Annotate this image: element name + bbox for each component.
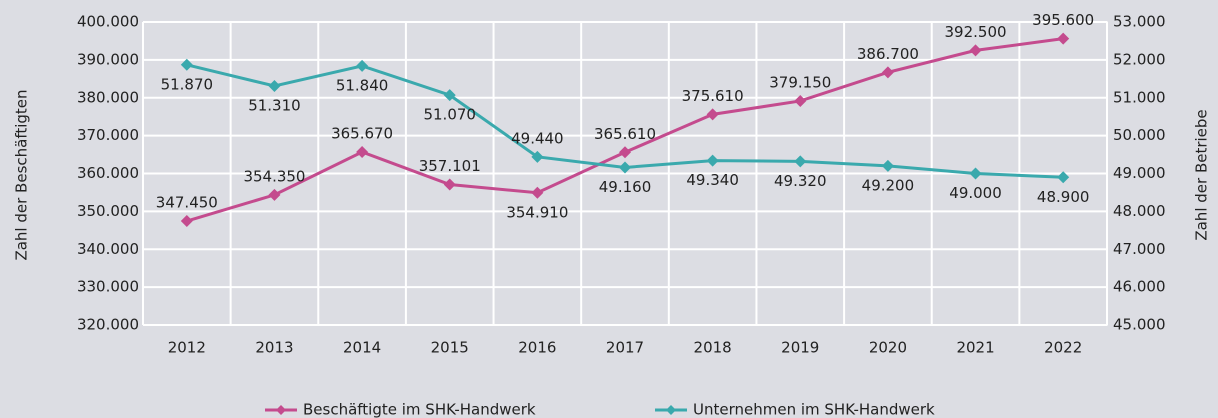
- x-tick-label: 2014: [343, 339, 381, 357]
- x-tick-label: 2022: [1044, 339, 1082, 357]
- marker: [619, 161, 631, 174]
- y2-tick-label: 48.000: [1113, 202, 1166, 220]
- x-tick-label: 2012: [168, 339, 206, 357]
- y2-axis-title: Zahl der Betriebe: [1193, 109, 1211, 240]
- x-tick-label: 2016: [518, 339, 556, 357]
- marker: [268, 188, 281, 201]
- y-tick-label: 360.000: [77, 164, 139, 182]
- marker: [881, 159, 894, 172]
- marker: [794, 94, 807, 107]
- y-tick-label: 330.000: [77, 278, 139, 296]
- data-label: 49.320: [774, 172, 827, 190]
- marker: [443, 89, 456, 102]
- marker: [794, 155, 807, 168]
- data-label: 386.700: [857, 45, 919, 63]
- data-label: 51.310: [248, 97, 301, 115]
- marker: [706, 154, 719, 167]
- y2-tick-label: 53.000: [1113, 13, 1166, 31]
- data-label: 48.900: [1037, 188, 1090, 206]
- marker: [1057, 32, 1070, 45]
- data-label: 347.450: [156, 194, 218, 212]
- legend-marker: [276, 405, 286, 415]
- data-label: 49.340: [686, 171, 739, 189]
- data-label: 375.610: [682, 87, 744, 105]
- y-tick-label: 370.000: [77, 126, 139, 144]
- data-label: 392.500: [945, 23, 1007, 41]
- data-label: 379.150: [769, 73, 831, 91]
- marker: [531, 186, 544, 199]
- data-label: 49.000: [949, 184, 1002, 202]
- data-label: 354.350: [243, 167, 305, 185]
- y-tick-label: 400.000: [77, 13, 139, 31]
- marker: [619, 146, 631, 159]
- y2-tick-label: 51.000: [1113, 88, 1166, 106]
- y2-tick-label: 45.000: [1113, 316, 1166, 334]
- x-tick-label: 2021: [956, 339, 994, 357]
- data-label: 357.101: [419, 157, 481, 175]
- legend-label: Beschäftigte im SHK-Handwerk: [303, 401, 536, 418]
- data-label: 49.440: [511, 129, 564, 147]
- legend-marker: [666, 405, 676, 415]
- marker: [881, 66, 894, 79]
- data-label: 365.610: [594, 125, 656, 143]
- y-axis-title: Zahl der Beschäftigten: [13, 89, 31, 260]
- marker: [180, 58, 193, 71]
- y2-tick-label: 46.000: [1113, 278, 1166, 296]
- y2-tick-label: 49.000: [1113, 164, 1166, 182]
- y-tick-label: 340.000: [77, 240, 139, 258]
- data-label: 49.200: [862, 176, 915, 194]
- data-label: 51.840: [336, 76, 389, 94]
- y2-tick-label: 47.000: [1113, 240, 1166, 258]
- y2-tick-label: 50.000: [1113, 126, 1166, 144]
- legend-label: Unternehmen im SHK-Handwerk: [693, 401, 935, 418]
- data-label: 354.910: [506, 203, 568, 221]
- marker: [1057, 171, 1070, 184]
- marker: [706, 108, 719, 121]
- x-tick-label: 2017: [606, 339, 644, 357]
- marker: [180, 215, 193, 228]
- y2-tick-label: 52.000: [1113, 50, 1166, 68]
- marker: [268, 80, 281, 93]
- marker: [443, 178, 456, 191]
- marker: [969, 44, 982, 57]
- data-label: 395.600: [1032, 11, 1094, 29]
- y-tick-label: 320.000: [77, 316, 139, 334]
- x-tick-label: 2020: [869, 339, 907, 357]
- x-tick-label: 2018: [694, 339, 732, 357]
- marker: [356, 146, 369, 159]
- marker: [356, 59, 369, 72]
- data-label: 51.070: [423, 106, 476, 124]
- y-tick-label: 390.000: [77, 50, 139, 68]
- marker: [531, 150, 544, 163]
- x-tick-label: 2019: [781, 339, 819, 357]
- data-label: 365.670: [331, 125, 393, 143]
- y-tick-label: 350.000: [77, 202, 139, 220]
- marker: [969, 167, 982, 180]
- y-tick-label: 380.000: [77, 88, 139, 106]
- x-tick-label: 2015: [431, 339, 469, 357]
- data-label: 49.160: [599, 178, 652, 196]
- x-tick-label: 2013: [255, 339, 293, 357]
- data-label: 51.870: [161, 75, 214, 93]
